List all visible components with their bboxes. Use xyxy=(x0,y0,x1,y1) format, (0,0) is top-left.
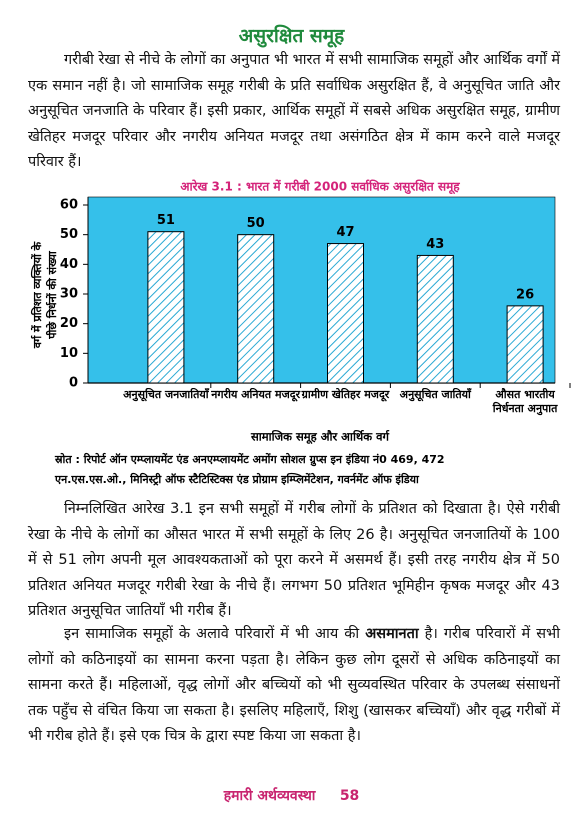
y-tick-label: 30 xyxy=(60,287,78,302)
y-tick-label: 0 xyxy=(69,376,78,391)
x-tick-label-box: अनुसूचित जातियाँ xyxy=(399,388,471,401)
bar xyxy=(147,231,185,384)
heading: असुरक्षित समूह xyxy=(238,25,345,47)
data-label: 43 xyxy=(426,237,444,252)
text: इन सामाजिक समूहों के अलावे परिवारों में … xyxy=(64,626,366,642)
x-tick-label-box: नगरीय अनियत मजदूर xyxy=(211,388,301,401)
x-tick-label: नगरीय अनियत मजदूर xyxy=(211,388,301,401)
data-label: 26 xyxy=(516,287,534,302)
x-tick-label: औसत भारतीय निर्धनता अनुपात xyxy=(492,388,558,415)
bar xyxy=(327,243,364,384)
chart-title: आरेख 3.1 : भारत में गरीबी 2000 सर्वाधिक … xyxy=(180,180,460,195)
y-tick-label: 50 xyxy=(60,227,78,242)
data-label: 47 xyxy=(336,225,354,240)
paragraph: इन सामाजिक समूहों के अलावे परिवारों में … xyxy=(28,622,560,750)
x-axis-label: सामाजिक समूह और आर्थिक वर्ग xyxy=(250,430,390,445)
chart: आरेख 3.1 : भारत में गरीबी 2000 सर्वाधिक … xyxy=(30,180,571,445)
x-tick-label-box: अनुसूचित जनजातियाँ xyxy=(123,388,209,401)
y-tick-label: 60 xyxy=(60,198,78,213)
paragraph: निम्नलिखित आरेख 3.1 इन सभी समूहों में गर… xyxy=(28,501,560,619)
y-axis-label-line: वर्ग में प्रतिशत व्यक्तियों के xyxy=(30,241,44,349)
y-axis-label-line: पीछे निर्धनों की संख्या xyxy=(45,250,59,340)
x-tick-label: अनुसूचित जनजातियाँ xyxy=(123,388,209,401)
emphasis: असमानता xyxy=(365,626,419,642)
source-line: एन.एस.एस.ओ., मिनिस्ट्री ऑफ स्टैटिस्टिक्स… xyxy=(55,473,419,486)
x-tick-label-box: औसत भारतीय निर्धनता अनुपात xyxy=(492,388,558,415)
y-tick-label: 40 xyxy=(60,257,78,272)
page-number: 58 xyxy=(339,788,360,804)
data-label: 50 xyxy=(247,216,265,231)
paragraph: गरीबी रेखा से नीचे के लोगों का अनुपात भी… xyxy=(28,52,560,170)
x-tick-label: अनुसूचित जातियाँ xyxy=(399,388,471,401)
bar xyxy=(506,305,544,384)
book-title: हमारी अर्थव्यवस्था xyxy=(223,788,316,804)
y-axis-label: वर्ग में प्रतिशत व्यक्तियों के पीछे निर्… xyxy=(30,241,59,349)
bar xyxy=(416,254,454,384)
x-tick-label-box: ग्रामीण खेतिहर मजदूर xyxy=(301,388,390,401)
y-tick-label: 10 xyxy=(60,346,78,361)
text: है। गरीब परिवारों में सभी लोगों को कठिना… xyxy=(28,626,560,744)
data-label: 51 xyxy=(157,213,175,228)
y-tick-label: 20 xyxy=(60,316,78,331)
source-line: स्रोत : रिपोर्ट ऑन एम्प्लायमेंट एंड अनएम… xyxy=(55,453,445,466)
bar xyxy=(237,234,275,384)
x-tick-label: ग्रामीण खेतिहर मजदूर xyxy=(301,388,390,401)
footer: हमारी अर्थव्यवस्था 58 xyxy=(0,786,583,805)
